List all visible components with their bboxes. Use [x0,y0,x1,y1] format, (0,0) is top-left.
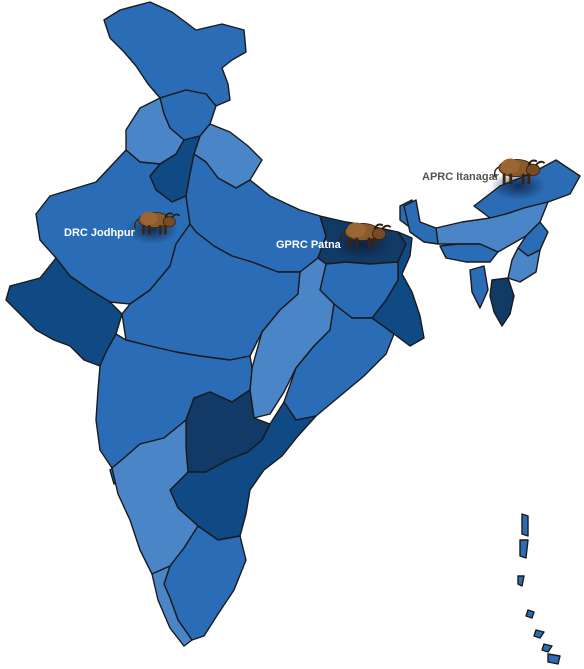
labels-layer: DRC Jodhpur GPRC Patna APRC Itanagar [64,171,500,251]
state-mizoram [489,277,515,327]
island-nicobar-2 [533,629,545,639]
island-nicobar-3 [541,643,553,653]
state-manipur [507,247,541,283]
state-jammu-kashmir [103,1,247,107]
island-nicobar-4 [547,653,561,665]
state-tripura [469,265,489,309]
island-andaman-2 [519,539,529,559]
center-label-aprc-itanagar: APRC Itanagar [422,171,500,183]
state-karnataka [111,419,199,575]
state-ne-strip [403,199,439,245]
states-layer [5,1,581,665]
state-odisha [283,303,395,421]
center-label-drc-jodhpur: DRC Jodhpur [64,227,136,239]
state-kerala [151,565,193,647]
island-nicobar-1 [525,609,535,619]
island-andaman-1 [521,513,529,537]
island-andaman-3 [517,575,525,587]
state-chhattisgarh [249,257,335,419]
center-label-gprc-patna: GPRC Patna [276,239,342,251]
state-meghalaya [439,243,499,263]
